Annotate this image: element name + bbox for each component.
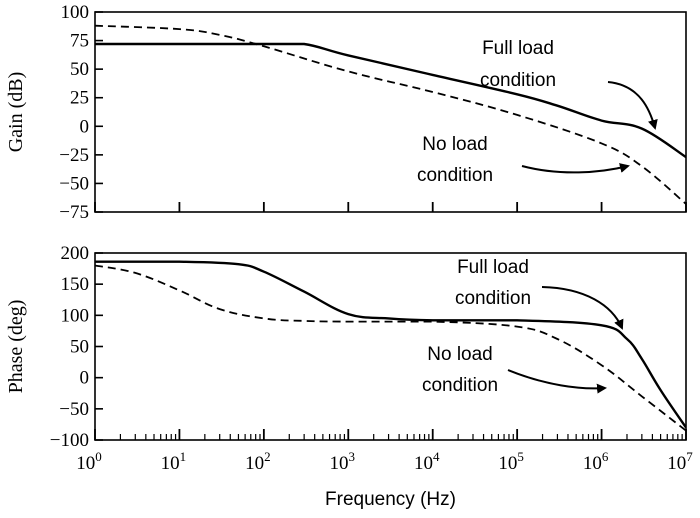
y-tick-label: −50	[59, 399, 89, 420]
y-tick-label: 25	[70, 88, 89, 109]
y-axis-label: Gain (dB)	[5, 72, 27, 153]
annotation-arrow	[507, 369, 607, 394]
annotation-arrow	[521, 163, 630, 174]
plot-frame	[94, 252, 687, 441]
annotation-text: Full load	[457, 257, 529, 278]
y-tick-label: 0	[80, 368, 90, 389]
y-tick-label: 50	[70, 59, 89, 80]
annotation-full-load: Full load condition	[455, 257, 624, 330]
x-axis-label: Frequency (Hz)	[325, 489, 456, 510]
y-tick-label: 50	[70, 337, 89, 358]
annotation-text: condition	[455, 288, 531, 309]
y-tick-label: 75	[70, 31, 89, 52]
y-tick-label: 150	[61, 274, 90, 295]
plot-frame	[94, 11, 687, 213]
annotation-text: condition	[480, 70, 556, 91]
x-tick-label: 105	[498, 449, 523, 474]
series-no-load-line	[95, 24, 686, 205]
x-tick-label: 101	[161, 449, 187, 474]
x-tick-label: 107	[667, 449, 693, 474]
annotation-arrow	[541, 286, 624, 330]
y-tick-label: 100	[61, 305, 90, 326]
y-tick-label: −50	[59, 173, 89, 194]
y-tick-label: −75	[59, 202, 89, 223]
y-axis-label: Phase (deg)	[5, 300, 27, 394]
panel-gain: 100 75 50 25 0 −25 −50 −75 Gain (dB) Full load con…	[5, 2, 687, 223]
annotation-text: condition	[422, 375, 498, 396]
series-full-load-line	[95, 260, 686, 429]
annotation-no-load: No load condition	[422, 344, 607, 396]
y-tick-label: 0	[80, 116, 90, 137]
y-tick-label: 100	[61, 2, 90, 23]
y-tick-label: −100	[50, 430, 89, 451]
annotation-full-load: Full load condition	[480, 38, 658, 130]
annotation-text: No load	[427, 344, 493, 365]
x-tick-label: 106	[583, 449, 609, 474]
annotation-arrow	[607, 81, 658, 130]
y-tick-label: −25	[59, 145, 89, 166]
x-tick-label: 103	[330, 449, 356, 474]
annotation-text: condition	[417, 165, 493, 186]
annotation-text: No load	[422, 134, 488, 155]
series-full-load-line	[95, 42, 686, 159]
series-no-load-line	[95, 264, 686, 432]
annotation-no-load: No load condition	[417, 134, 630, 186]
x-tick-label: 102	[245, 449, 271, 474]
x-tick-label: 104	[414, 449, 440, 474]
x-tick-label: 100	[76, 449, 102, 474]
y-tick-label: 200	[61, 243, 90, 264]
annotation-text: Full load	[482, 38, 554, 59]
